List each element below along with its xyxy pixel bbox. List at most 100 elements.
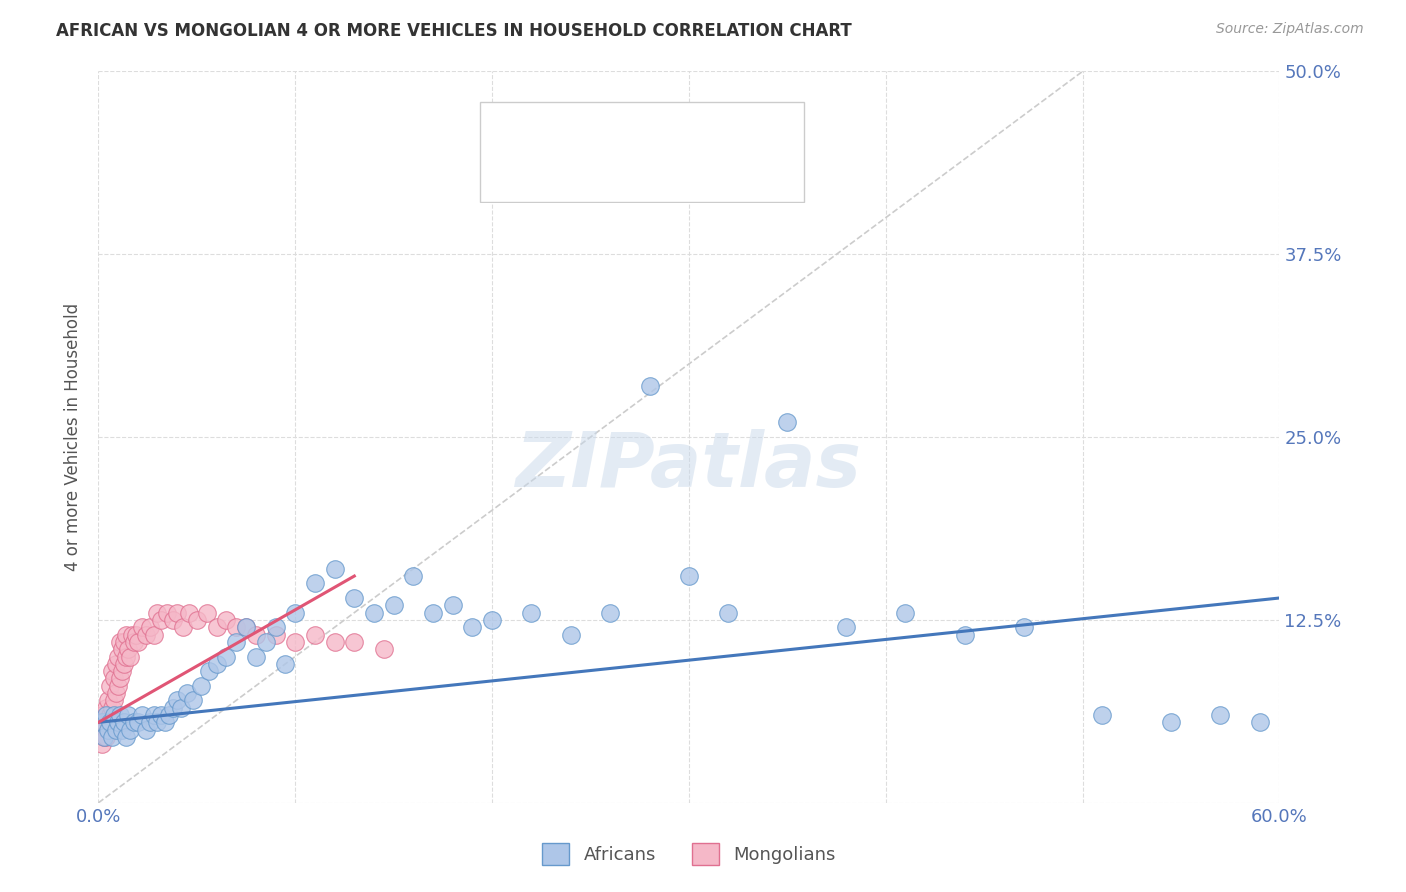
Point xyxy=(205,657,228,671)
Point xyxy=(235,620,257,634)
Text: N =: N = xyxy=(675,168,711,186)
Text: 66: 66 xyxy=(728,119,751,136)
Point xyxy=(254,635,277,649)
Point xyxy=(162,700,184,714)
Point xyxy=(776,416,799,430)
Point xyxy=(166,606,188,620)
Point xyxy=(520,606,543,620)
Point xyxy=(97,723,120,737)
Point xyxy=(117,642,139,657)
Point xyxy=(111,642,134,657)
Legend: Africans, Mongolians: Africans, Mongolians xyxy=(533,834,845,874)
Point xyxy=(284,635,307,649)
Text: 0.189: 0.189 xyxy=(602,119,655,136)
Point xyxy=(91,715,114,730)
Point xyxy=(157,708,180,723)
Point xyxy=(122,635,145,649)
Point xyxy=(162,613,184,627)
Point xyxy=(304,576,326,591)
Point xyxy=(96,730,118,744)
Point xyxy=(118,649,141,664)
Point xyxy=(103,672,125,686)
Point xyxy=(1160,715,1182,730)
Text: ZIPatlas: ZIPatlas xyxy=(516,429,862,503)
Point xyxy=(1209,708,1232,723)
Point xyxy=(103,693,125,707)
Point xyxy=(382,599,405,613)
Point xyxy=(156,606,179,620)
Point xyxy=(225,635,247,649)
Point xyxy=(373,642,395,657)
Point xyxy=(363,606,385,620)
Point xyxy=(125,627,148,641)
Point xyxy=(323,562,346,576)
Text: R =: R = xyxy=(546,119,582,136)
Point xyxy=(264,620,287,634)
Point xyxy=(107,715,129,730)
Point xyxy=(138,620,160,634)
Point xyxy=(101,700,124,714)
Point xyxy=(122,715,145,730)
FancyBboxPatch shape xyxy=(486,157,533,196)
Point xyxy=(105,657,128,671)
Point xyxy=(108,672,131,686)
Point xyxy=(343,635,366,649)
Point xyxy=(215,649,238,664)
Point xyxy=(135,627,157,641)
Point xyxy=(107,649,129,664)
Y-axis label: 4 or more Vehicles in Household: 4 or more Vehicles in Household xyxy=(65,303,83,571)
Point xyxy=(678,569,700,583)
Point xyxy=(115,649,138,664)
Point xyxy=(105,723,128,737)
Point xyxy=(274,657,297,671)
Text: 0.384: 0.384 xyxy=(602,168,655,186)
Point xyxy=(135,723,157,737)
Point xyxy=(96,708,118,723)
Point xyxy=(343,591,366,605)
Point xyxy=(101,664,124,678)
Point xyxy=(323,635,346,649)
Point xyxy=(111,723,134,737)
Point xyxy=(304,627,326,641)
Point xyxy=(121,627,143,641)
Point xyxy=(127,715,149,730)
FancyBboxPatch shape xyxy=(479,102,804,202)
Point xyxy=(150,613,173,627)
Point xyxy=(112,635,135,649)
Point xyxy=(93,730,115,744)
Point xyxy=(176,686,198,700)
Point xyxy=(1091,708,1114,723)
Point xyxy=(138,715,160,730)
Point xyxy=(89,723,111,737)
Point xyxy=(402,569,425,583)
Point xyxy=(96,700,118,714)
Point xyxy=(1012,620,1035,634)
Point xyxy=(93,730,115,744)
Point xyxy=(115,730,138,744)
Point xyxy=(98,708,121,723)
Point xyxy=(98,679,121,693)
Point xyxy=(115,627,138,641)
Point xyxy=(112,715,135,730)
Point xyxy=(284,606,307,620)
Point xyxy=(131,708,153,723)
Text: AFRICAN VS MONGOLIAN 4 OR MORE VEHICLES IN HOUSEHOLD CORRELATION CHART: AFRICAN VS MONGOLIAN 4 OR MORE VEHICLES … xyxy=(56,22,852,40)
Point xyxy=(170,700,193,714)
Point xyxy=(560,627,582,641)
Point xyxy=(142,708,165,723)
Point xyxy=(638,379,661,393)
Point xyxy=(107,679,129,693)
Point xyxy=(215,613,238,627)
Point xyxy=(108,635,131,649)
Point xyxy=(225,620,247,634)
Point xyxy=(245,649,267,664)
FancyBboxPatch shape xyxy=(486,108,533,146)
Point xyxy=(131,620,153,634)
Text: Source: ZipAtlas.com: Source: ZipAtlas.com xyxy=(1216,22,1364,37)
Point xyxy=(422,606,444,620)
Text: 57: 57 xyxy=(728,168,751,186)
Point xyxy=(142,627,165,641)
Point xyxy=(245,627,267,641)
Point xyxy=(195,606,218,620)
Point xyxy=(166,693,188,707)
